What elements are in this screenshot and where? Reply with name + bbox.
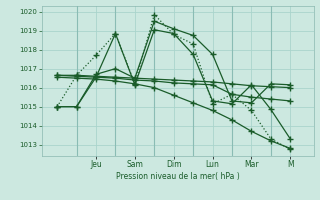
X-axis label: Pression niveau de la mer( hPa ): Pression niveau de la mer( hPa ) bbox=[116, 172, 239, 181]
